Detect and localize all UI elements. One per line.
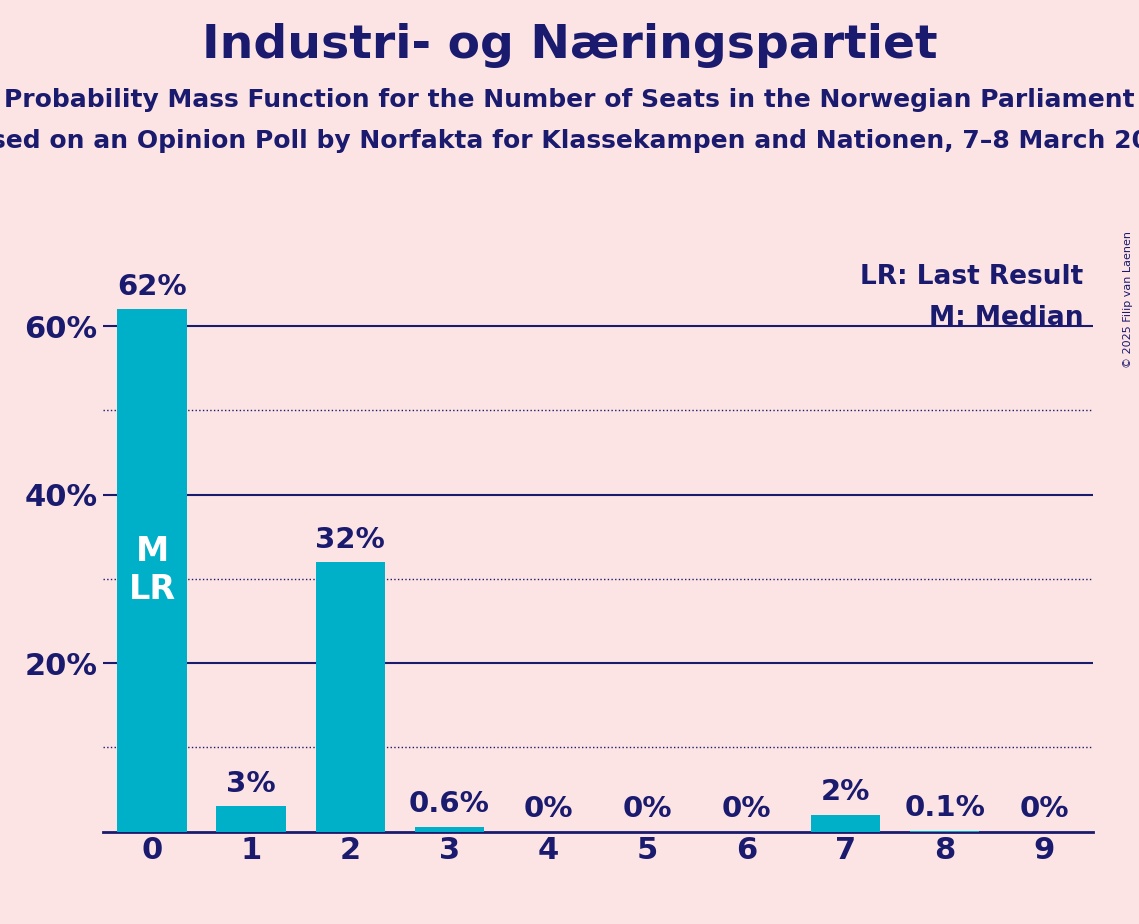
Text: © 2025 Filip van Laenen: © 2025 Filip van Laenen [1123,231,1133,368]
Bar [415,827,484,832]
Text: 0%: 0% [1019,796,1068,823]
Bar [117,310,187,832]
Text: Industri- og Næringspartiet: Industri- og Næringspartiet [202,23,937,68]
Text: 0.1%: 0.1% [904,795,985,822]
Text: 2%: 2% [821,778,870,807]
Text: Based on an Opinion Poll by Norfakta for Klassekampen and Nationen, 7–8 March 20: Based on an Opinion Poll by Norfakta for… [0,129,1139,153]
Bar [216,807,286,832]
Text: 0.6%: 0.6% [409,790,490,818]
Bar [811,815,880,832]
Text: Probability Mass Function for the Number of Seats in the Norwegian Parliament: Probability Mass Function for the Number… [5,88,1134,112]
Text: 32%: 32% [316,526,385,553]
Text: M
LR: M LR [129,535,175,606]
Text: 0%: 0% [623,796,672,823]
Text: 0%: 0% [524,796,573,823]
Text: 3%: 3% [227,770,276,798]
Text: 0%: 0% [722,796,771,823]
Text: 62%: 62% [117,273,187,301]
Bar [316,562,385,832]
Text: LR: Last Result: LR: Last Result [860,264,1083,290]
Text: M: Median: M: Median [929,305,1083,331]
